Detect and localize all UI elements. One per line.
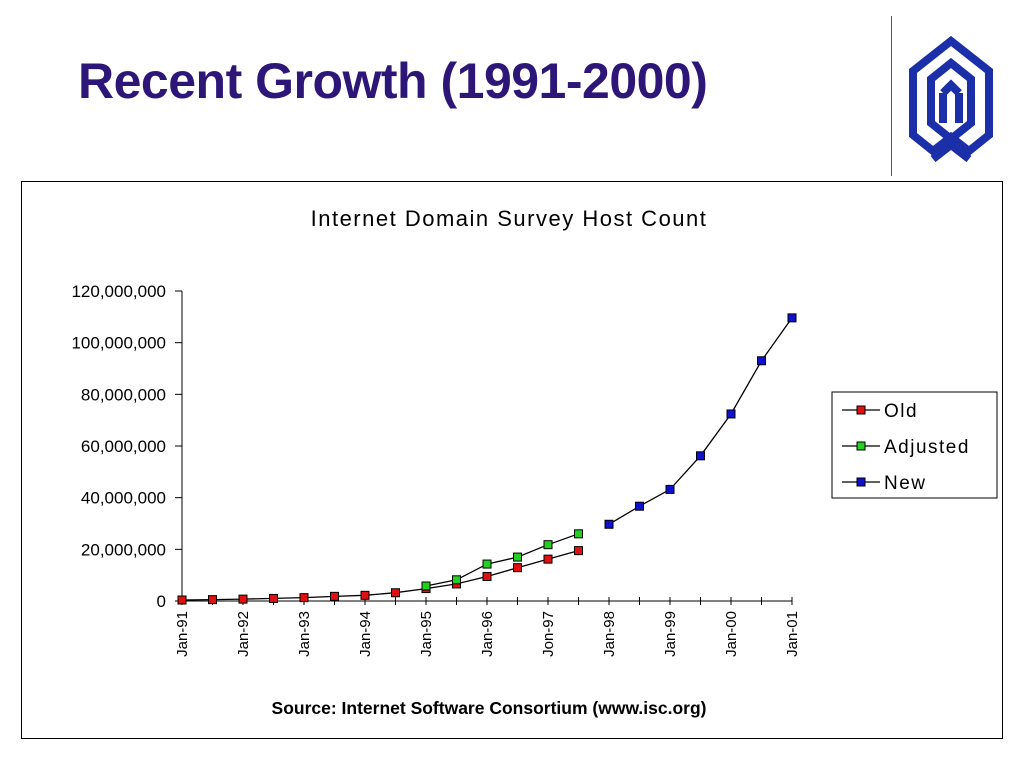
slide-title: Recent Growth (1991-2000): [78, 53, 708, 109]
chart-title: Internet Domain Survey Host Count: [311, 206, 708, 231]
legend-label: New: [884, 473, 927, 494]
data-point: [360, 590, 370, 600]
data-point: [665, 484, 675, 494]
x-tick-label: Jan-01: [784, 611, 801, 657]
x-tick-label: Jan-00: [723, 611, 740, 657]
data-point: [391, 588, 400, 598]
chart-source: Source: Internet Software Consortium (ww…: [272, 698, 707, 718]
legend-marker: [856, 405, 866, 415]
data-point: [574, 529, 583, 539]
institution-logo-icon: [909, 35, 993, 163]
y-tick-label: 80,000,000: [81, 385, 166, 404]
series-new: [604, 313, 797, 529]
data-point: [513, 552, 522, 562]
data-point: [238, 594, 248, 604]
data-point: [604, 519, 614, 529]
data-point: [208, 595, 217, 605]
title-divider: [891, 16, 892, 176]
legend-label: Adjusted: [884, 437, 970, 458]
data-point: [482, 559, 492, 569]
data-point: [543, 540, 553, 550]
legend-marker: [856, 477, 866, 487]
legend-item: New: [842, 473, 927, 494]
series-line: [425, 533, 579, 587]
series-adjusted: [421, 529, 583, 591]
x-tick-label: Jan-94: [357, 611, 374, 657]
data-point: [482, 571, 492, 581]
legend-item: Adjusted: [842, 437, 970, 458]
plot-area: [177, 313, 797, 605]
x-axis: Jan-91 Jan-92 Jan-93 Jan-94 Jan-95 Jan-96 Jon-…: [174, 597, 801, 657]
y-tick-label: 20,000,000: [81, 540, 166, 559]
legend-marker: [856, 441, 866, 451]
data-point: [299, 593, 309, 603]
y-tick-label: 60,000,000: [81, 437, 166, 456]
y-tick-label: 120,000,000: [71, 282, 166, 301]
legend-label: Old: [884, 401, 918, 422]
x-tick-label: Jon-97: [540, 611, 557, 657]
series-line: [181, 549, 579, 601]
data-point: [177, 595, 187, 605]
data-point: [330, 591, 339, 601]
data-point: [513, 563, 522, 573]
data-point: [452, 575, 461, 585]
legend-item: Old: [842, 401, 918, 422]
chart-frame: Internet Domain Survey Host Count 0 20,00…: [21, 181, 1003, 739]
chart: Internet Domain Survey Host Count 0 20,00…: [71, 206, 998, 718]
data-point: [543, 554, 553, 564]
x-tick-label: Jan-98: [601, 611, 618, 657]
x-tick-label: Jan-93: [296, 611, 313, 657]
x-tick-label: Jan-95: [418, 611, 435, 657]
data-point: [574, 546, 583, 556]
x-tick-label: Jan-96: [479, 611, 496, 657]
data-point: [696, 451, 705, 461]
x-tick-label: Jan-99: [662, 611, 679, 657]
y-tick-label: 100,000,000: [71, 334, 166, 353]
data-point: [787, 313, 797, 323]
legend: Old Adjusted New: [831, 391, 998, 499]
x-tick-label: Jan-92: [235, 611, 252, 657]
x-tick-label: Jan-91: [174, 611, 191, 657]
series-line: [608, 317, 793, 525]
data-point: [635, 501, 644, 511]
y-tick-label: 0: [157, 592, 166, 611]
data-point: [269, 593, 278, 603]
data-point: [726, 409, 736, 419]
data-point: [757, 356, 766, 366]
y-axis: 0 20,000,000 40,000,000 60,000,000 80,000,00…: [71, 282, 183, 611]
data-point: [421, 581, 431, 591]
y-tick-label: 40,000,000: [81, 489, 166, 508]
